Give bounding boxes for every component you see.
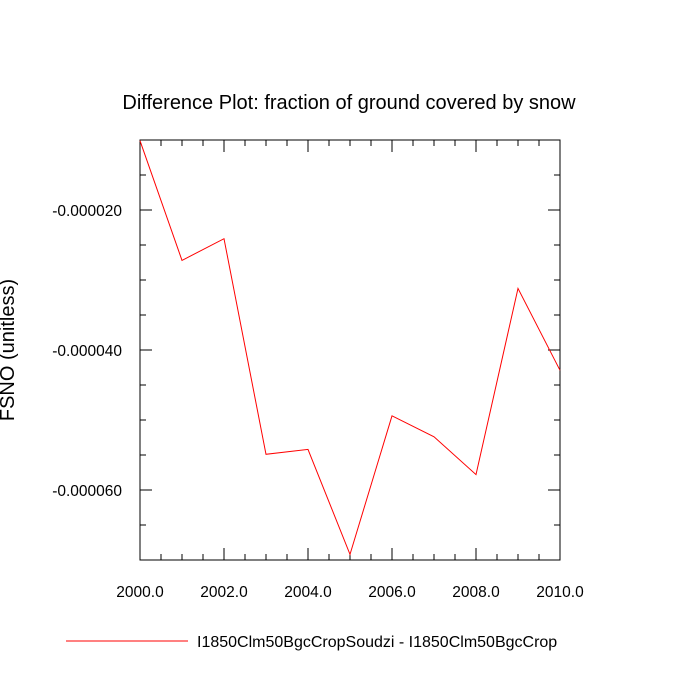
y-tick-label: -0.000040 (52, 343, 122, 360)
x-tick-label: 2008.0 (452, 584, 500, 601)
x-tick-label: 2010.0 (536, 584, 584, 601)
y-tick-label: -0.000020 (52, 203, 122, 220)
x-tick-label: 2000.0 (116, 584, 164, 601)
chart-title: Difference Plot: fraction of ground cove… (122, 92, 576, 114)
x-tick-label: 2002.0 (200, 584, 248, 601)
legend: I1850Clm50BgcCropSoudzi - I1850Clm50BgcC… (66, 634, 557, 651)
x-tick-label: 2004.0 (284, 584, 332, 601)
axis-ticks (139, 140, 561, 560)
x-tick-labels: 2000.0 2002.0 2004.0 2006.0 2008.0 2010.0 (116, 584, 584, 601)
series-group (139, 140, 561, 556)
y-tick-labels: -0.000020 -0.000040 -0.000060 (52, 203, 122, 500)
series-line (139, 140, 561, 556)
y-tick-label: -0.000060 (52, 483, 122, 500)
plot-frame (139, 139, 561, 561)
legend-label: I1850Clm50BgcCropSoudzi - I1850Clm50BgcC… (197, 634, 557, 651)
x-tick-label: 2006.0 (368, 584, 416, 601)
y-axis-label: FSNO (unitless) (0, 279, 19, 421)
